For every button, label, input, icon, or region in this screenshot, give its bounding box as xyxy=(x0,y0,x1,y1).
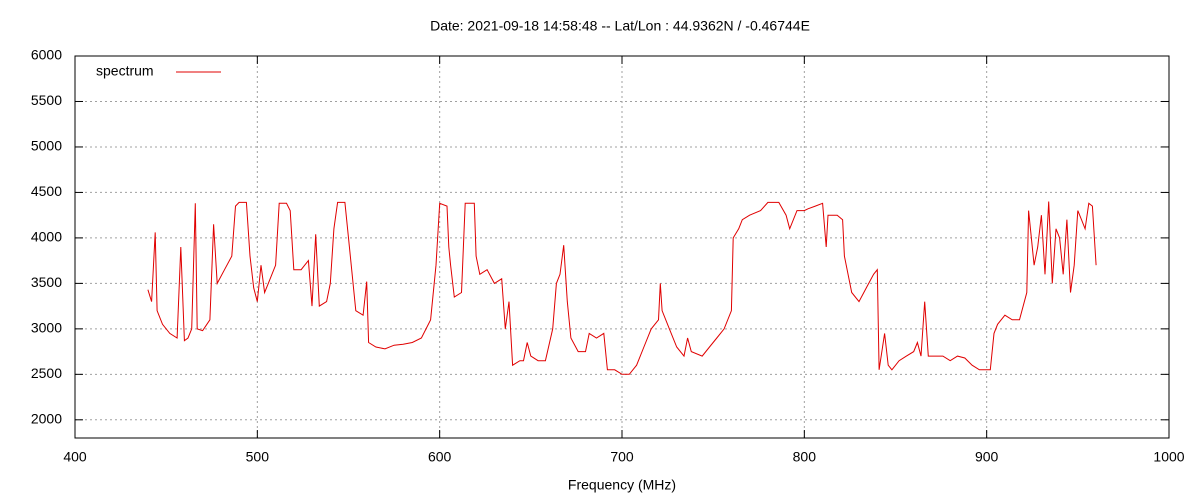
y-tick-label: 3000 xyxy=(31,320,62,336)
plot-border xyxy=(74,55,1170,439)
y-tick-label: 4500 xyxy=(31,183,62,199)
y-tick-label: 2500 xyxy=(31,365,62,381)
y-tick-label: 5000 xyxy=(31,138,62,154)
x-tick-label: 600 xyxy=(428,449,452,465)
chart-title: Date: 2021-09-18 14:58:48 -- Lat/Lon : 4… xyxy=(430,18,810,34)
legend-label: spectrum xyxy=(96,63,154,79)
x-tick-label: 900 xyxy=(975,449,999,465)
y-tick-label: 4000 xyxy=(31,229,62,245)
y-tick-label: 3500 xyxy=(31,274,62,290)
x-tick-label: 1000 xyxy=(1153,449,1184,465)
y-tick-label: 2000 xyxy=(31,411,62,427)
x-tick-label: 700 xyxy=(610,449,634,465)
y-tick-label: 6000 xyxy=(31,47,62,63)
x-tick-label: 500 xyxy=(246,449,270,465)
y-tick-label: 5500 xyxy=(31,92,62,108)
x-tick-label: 400 xyxy=(63,449,87,465)
x-tick-label: 800 xyxy=(793,449,817,465)
x-axis-label: Frequency (MHz) xyxy=(568,477,676,493)
series-line xyxy=(147,201,1097,375)
